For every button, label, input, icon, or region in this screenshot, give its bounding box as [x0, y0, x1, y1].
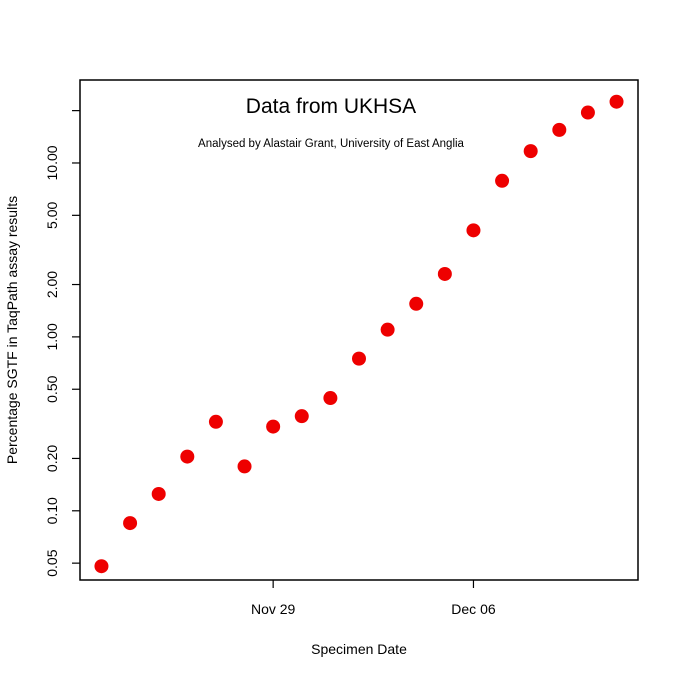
- x-axis-label: Specimen Date: [311, 641, 407, 657]
- x-tick-label: Dec 06: [451, 601, 496, 617]
- data-points: [94, 94, 624, 574]
- data-point: [495, 173, 510, 188]
- data-point: [294, 409, 309, 424]
- y-tick-label: 2.00: [44, 271, 60, 298]
- y-tick-label: 5.00: [44, 201, 60, 228]
- chart-subtitle: Analysed by Alastair Grant, University o…: [198, 138, 465, 150]
- data-point: [323, 391, 338, 406]
- chart-title: Data from UKHSA: [246, 95, 416, 118]
- x-tick-label: Nov 29: [251, 601, 296, 617]
- data-point: [523, 144, 538, 159]
- y-tick-label: 0.10: [44, 497, 60, 524]
- data-point: [237, 459, 252, 474]
- y-tick-label: 0.20: [44, 445, 60, 472]
- y-axis: 0.05 0.10 0.20 0.50 1.00 2.00 5.00 10.00: [44, 110, 80, 577]
- data-point: [409, 296, 424, 311]
- data-point: [266, 419, 281, 434]
- data-point: [380, 322, 395, 337]
- data-point: [352, 351, 366, 366]
- y-tick-label: 0.50: [44, 375, 60, 402]
- y-tick-label: 10.00: [44, 145, 60, 180]
- data-point: [94, 559, 109, 574]
- plot-frame: [79, 79, 639, 581]
- y-axis-label: Percentage SGTF in TaqPath assay results: [4, 196, 20, 464]
- data-point: [609, 94, 624, 109]
- data-point: [151, 486, 166, 501]
- data-point: [466, 223, 481, 238]
- data-point: [180, 449, 195, 464]
- data-point: [123, 516, 138, 531]
- data-point: [208, 414, 223, 429]
- y-tick-label: 0.05: [44, 549, 60, 576]
- y-tick-label: 1.00: [44, 323, 60, 350]
- data-point: [580, 105, 595, 120]
- data-point: [552, 122, 567, 137]
- data-point: [437, 266, 452, 281]
- x-axis: Nov 29 Dec 06: [251, 580, 496, 617]
